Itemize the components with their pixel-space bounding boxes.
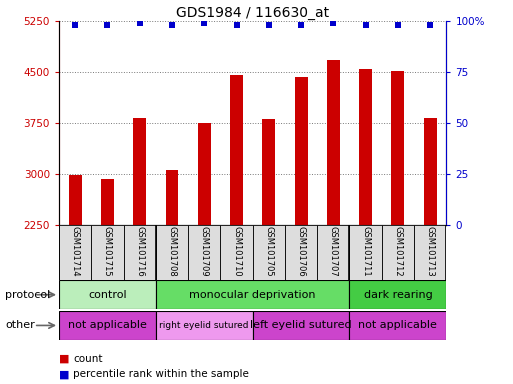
- Bar: [91, 225, 124, 280]
- Bar: [166, 170, 179, 225]
- Bar: [156, 311, 252, 340]
- Text: GSM101711: GSM101711: [361, 226, 370, 277]
- Text: GSM101714: GSM101714: [71, 226, 80, 277]
- Bar: [382, 225, 414, 280]
- Point: [426, 22, 435, 28]
- Point: [168, 22, 176, 28]
- Text: left eyelid sutured: left eyelid sutured: [250, 320, 352, 331]
- Text: count: count: [73, 354, 103, 364]
- Text: control: control: [88, 290, 127, 300]
- Bar: [221, 225, 252, 280]
- Bar: [133, 118, 146, 225]
- Bar: [359, 69, 372, 225]
- Text: monocular deprivation: monocular deprivation: [189, 290, 316, 300]
- Text: ■: ■: [59, 354, 69, 364]
- Text: GSM101713: GSM101713: [426, 226, 435, 277]
- Text: percentile rank within the sample: percentile rank within the sample: [73, 369, 249, 379]
- Bar: [69, 175, 82, 225]
- Text: right eyelid sutured: right eyelid sutured: [160, 321, 249, 330]
- Bar: [349, 280, 446, 309]
- Bar: [156, 280, 349, 309]
- Text: GSM101716: GSM101716: [135, 226, 144, 277]
- Bar: [262, 119, 275, 225]
- Text: ■: ■: [59, 369, 69, 379]
- Bar: [230, 75, 243, 225]
- Point: [394, 22, 402, 28]
- Bar: [424, 118, 437, 225]
- Bar: [349, 311, 446, 340]
- Bar: [198, 123, 211, 225]
- Text: not applicable: not applicable: [359, 320, 438, 331]
- Point: [232, 22, 241, 28]
- Title: GDS1984 / 116630_at: GDS1984 / 116630_at: [176, 6, 329, 20]
- Text: not applicable: not applicable: [68, 320, 147, 331]
- Bar: [156, 225, 188, 280]
- Point: [200, 20, 208, 26]
- Text: GSM101712: GSM101712: [393, 226, 402, 277]
- Text: other: other: [5, 320, 35, 331]
- Text: protocol: protocol: [5, 290, 50, 300]
- Point: [362, 22, 370, 28]
- Text: GSM101705: GSM101705: [264, 226, 273, 277]
- Bar: [59, 280, 156, 309]
- Bar: [252, 225, 285, 280]
- Bar: [317, 225, 349, 280]
- Bar: [414, 225, 446, 280]
- Text: GSM101709: GSM101709: [200, 226, 209, 277]
- Bar: [124, 225, 156, 280]
- Point: [103, 22, 111, 28]
- Point: [265, 22, 273, 28]
- Bar: [294, 78, 307, 225]
- Bar: [349, 225, 382, 280]
- Bar: [285, 225, 317, 280]
- Point: [297, 22, 305, 28]
- Point: [71, 22, 79, 28]
- Point: [329, 20, 338, 26]
- Bar: [327, 60, 340, 225]
- Bar: [391, 71, 404, 225]
- Text: GSM101706: GSM101706: [297, 226, 306, 277]
- Text: GSM101710: GSM101710: [232, 226, 241, 277]
- Text: GSM101715: GSM101715: [103, 226, 112, 277]
- Text: GSM101707: GSM101707: [329, 226, 338, 277]
- Bar: [188, 225, 221, 280]
- Text: dark rearing: dark rearing: [364, 290, 432, 300]
- Bar: [252, 311, 349, 340]
- Point: [135, 20, 144, 26]
- Bar: [101, 179, 114, 225]
- Bar: [59, 311, 156, 340]
- Text: GSM101708: GSM101708: [167, 226, 176, 277]
- Bar: [59, 225, 91, 280]
